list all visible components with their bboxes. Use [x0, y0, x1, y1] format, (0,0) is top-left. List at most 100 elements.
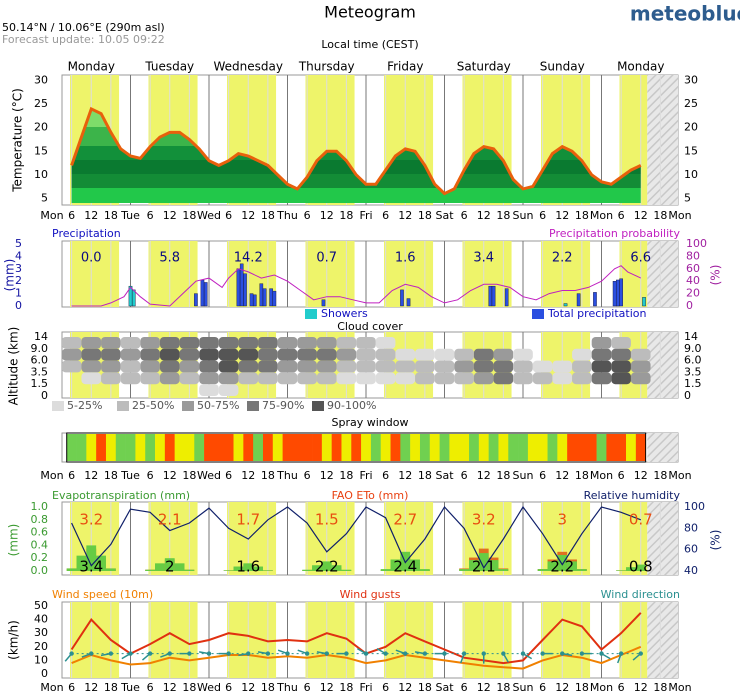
- wind-direction: [277, 649, 290, 656]
- cloud-cell: [356, 348, 376, 361]
- precip-bar: [576, 293, 581, 307]
- cloud-cell: [159, 360, 180, 373]
- evapo-bar: [331, 565, 342, 571]
- cloud-cell: [552, 360, 573, 373]
- cloud-cell: [395, 348, 416, 361]
- y-tick-label: 0: [686, 299, 693, 312]
- y-tick-label: 60: [684, 543, 698, 556]
- spray-cell: [155, 434, 166, 461]
- wind-line: [70, 612, 642, 665]
- x-tick-label: 6: [147, 469, 154, 482]
- cloud-cell: [81, 372, 102, 385]
- x-tick-label: 12: [555, 209, 569, 222]
- x-tick-label: 18: [182, 209, 196, 222]
- y-tick-label: 20: [34, 640, 48, 653]
- y-tick-label: 100: [684, 500, 705, 513]
- cloud-cell: [140, 348, 160, 361]
- cloud-cell: [140, 372, 160, 385]
- wind-direction: [160, 651, 172, 658]
- x-tick-label: Tue: [120, 469, 140, 482]
- x-tick-label: 18: [182, 469, 196, 482]
- evapo-total: 0.8: [629, 558, 653, 576]
- evapo-bar: [302, 569, 313, 571]
- cloud-cell: [277, 337, 298, 349]
- wind-direction: [434, 651, 447, 656]
- y-tick-label: 20: [686, 287, 700, 300]
- y-tick-label: 10: [684, 168, 698, 181]
- spray-cell: [213, 434, 225, 461]
- x-tick-label: 18: [104, 209, 118, 222]
- x-tick-label: 18: [575, 209, 589, 222]
- legend-swatch: [532, 309, 544, 319]
- cloud-cell: [199, 348, 219, 361]
- x-tick-label: 6: [461, 469, 468, 482]
- y-tick-label: 9.0: [684, 342, 702, 355]
- y-tick-label: 6.0: [31, 354, 49, 367]
- panel-title: Spray window: [332, 416, 409, 429]
- direction-dot: [618, 651, 624, 656]
- wind-direction: [141, 651, 153, 661]
- precip-bar: [259, 283, 264, 307]
- spray-cell: [518, 434, 529, 461]
- cloud-cell: [218, 384, 239, 396]
- direction-dot: [501, 651, 506, 656]
- precip-bar: [131, 289, 136, 307]
- x-tick-label: Mon: [40, 681, 63, 694]
- cloud-cell: [159, 337, 180, 349]
- spray-cell: [508, 434, 519, 461]
- x-tick-label: 12: [84, 469, 98, 482]
- direction-dot: [187, 651, 192, 656]
- cloud-cell: [218, 360, 239, 373]
- eto-total: 3: [557, 511, 567, 529]
- wind-direction: [460, 651, 467, 664]
- evapo-total: 2.1: [472, 558, 496, 576]
- cloud-cell: [356, 337, 376, 349]
- y-tick-label: 15: [34, 144, 48, 157]
- x-tick-label: 12: [84, 681, 98, 694]
- daily-total: 3.4: [473, 251, 494, 266]
- spray-cell: [547, 434, 558, 461]
- x-tick-label: 18: [339, 681, 353, 694]
- day-name: Saturday: [457, 60, 511, 74]
- cloud-cell: [199, 384, 219, 396]
- direction-dot: [560, 651, 565, 656]
- cloud-cell: [199, 337, 219, 349]
- x-tick-label: 6: [618, 209, 625, 222]
- y-tick-label: 1: [15, 287, 22, 300]
- cloud-cell: [336, 360, 357, 373]
- day-name: Monday: [68, 60, 115, 74]
- y-tick-label: 10: [34, 168, 48, 181]
- spray-cell: [204, 434, 215, 461]
- day-name: Thursday: [298, 60, 355, 74]
- eto-total: 1.5: [315, 511, 339, 529]
- direction-dot: [461, 651, 467, 656]
- spray-cell: [616, 434, 627, 461]
- eto-total: 2.7: [393, 511, 417, 529]
- evapo-bar: [488, 560, 499, 571]
- spray-cell: [86, 434, 97, 461]
- cloud-cell: [120, 348, 141, 361]
- evapo-bar: [419, 569, 430, 571]
- timezone: Local time (CEST): [321, 38, 418, 51]
- evapo-bar: [459, 569, 470, 571]
- spray-cell: [282, 434, 293, 461]
- cloud-cell: [630, 348, 651, 361]
- cloud-cell: [434, 360, 455, 373]
- direction-dot: [206, 651, 212, 656]
- precip-bar: [612, 281, 617, 307]
- cloud-cell: [258, 337, 278, 349]
- x-tick-label: 6: [68, 209, 75, 222]
- x-tick-label: 18: [653, 469, 667, 482]
- cloud-cell: [434, 348, 455, 361]
- evapo-bar: [390, 559, 401, 571]
- cloud-cell: [532, 360, 553, 373]
- cloud-cell: [179, 360, 200, 373]
- cloud-cell: [454, 348, 474, 361]
- direction-dot: [246, 651, 251, 656]
- cloud-cell: [532, 372, 553, 385]
- cloud-cell: [572, 348, 592, 361]
- cloud-cell: [316, 337, 337, 349]
- evapo-bar: [86, 545, 97, 571]
- x-tick-label: 6: [225, 469, 232, 482]
- spray-cell: [606, 434, 617, 461]
